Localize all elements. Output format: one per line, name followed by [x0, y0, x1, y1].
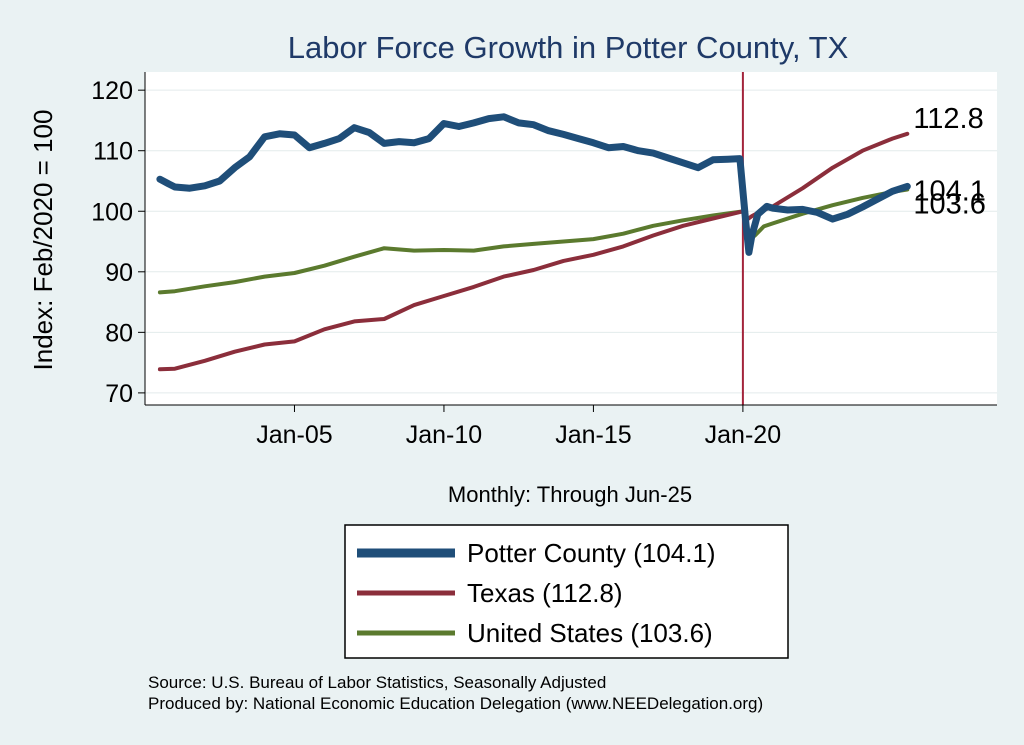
- source-note: Source: U.S. Bureau of Labor Statistics,…: [148, 673, 606, 692]
- x-tick-label-2: Jan-15: [555, 421, 631, 449]
- y-tick-label-120: 120: [91, 77, 133, 105]
- y-tick-label-70: 70: [105, 380, 133, 408]
- chart-title: Labor Force Growth in Potter County, TX: [288, 30, 849, 65]
- y-tick-label-80: 80: [105, 319, 133, 347]
- y-tick-label-90: 90: [105, 259, 133, 287]
- legend: Potter County (104.1) Texas (112.8) Unit…: [344, 524, 789, 659]
- legend-label-potter: Potter County (104.1): [467, 538, 716, 568]
- series-group: [156, 113, 911, 372]
- end-labels: 104.1 112.8 103.6: [913, 103, 986, 221]
- y-tick-label-110: 110: [93, 138, 133, 166]
- gridlines: [145, 89, 997, 394]
- x-axis-label: Monthly: Through Jun-25: [448, 482, 692, 507]
- x-tick-label-0: Jan-05: [256, 421, 332, 449]
- end-label-1: 112.8: [913, 103, 983, 135]
- legend-label-us: United States (103.6): [467, 618, 713, 648]
- produced-by-note: Produced by: National Economic Education…: [148, 694, 763, 713]
- plot-area: [145, 72, 997, 405]
- y-ticks: 70 80 90 100 110 120: [91, 77, 145, 408]
- series-line-2: [157, 187, 910, 295]
- y-axis-label: Index: Feb/2020 = 100: [28, 110, 58, 371]
- y-tick-label-100: 100: [91, 198, 133, 226]
- series-line-1: [157, 131, 910, 372]
- legend-label-texas: Texas (112.8): [467, 578, 623, 608]
- x-tick-label-3: Jan-20: [705, 421, 781, 449]
- x-tick-label-1: Jan-10: [406, 421, 482, 449]
- series-line-0: [156, 113, 911, 256]
- x-ticks: Jan-05 Jan-10 Jan-15 Jan-20: [256, 405, 781, 449]
- end-label-0: 104.1: [913, 175, 986, 207]
- end-label-2: 103.6: [913, 188, 986, 220]
